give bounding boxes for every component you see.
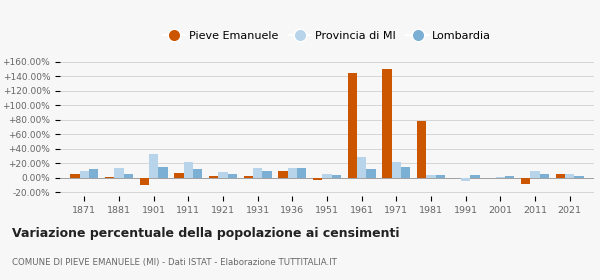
- Bar: [297, 169, 307, 178]
- Bar: [80, 171, 89, 178]
- Text: COMUNE DI PIEVE EMANUELE (MI) - Dati ISTAT - Elaborazione TUTTITALIA.IT: COMUNE DI PIEVE EMANUELE (MI) - Dati IST…: [12, 258, 337, 267]
- Bar: [417, 121, 427, 178]
- Bar: [184, 162, 193, 178]
- Bar: [540, 174, 549, 178]
- Bar: [105, 177, 114, 178]
- Bar: [436, 175, 445, 178]
- Bar: [347, 73, 357, 178]
- Bar: [392, 162, 401, 178]
- Bar: [149, 154, 158, 178]
- Bar: [114, 169, 124, 178]
- Bar: [174, 173, 184, 178]
- Bar: [556, 174, 565, 178]
- Bar: [70, 174, 80, 178]
- Legend: Pieve Emanuele, Provincia di MI, Lombardia: Pieve Emanuele, Provincia di MI, Lombard…: [158, 27, 496, 45]
- Bar: [496, 177, 505, 178]
- Bar: [124, 174, 133, 178]
- Bar: [332, 175, 341, 178]
- Bar: [193, 169, 202, 178]
- Bar: [427, 175, 436, 178]
- Bar: [367, 169, 376, 178]
- Bar: [505, 176, 514, 178]
- Bar: [227, 174, 237, 178]
- Bar: [218, 172, 227, 178]
- Bar: [470, 175, 480, 178]
- Bar: [530, 171, 540, 178]
- Bar: [382, 69, 392, 178]
- Bar: [565, 174, 574, 178]
- Bar: [521, 178, 530, 184]
- Bar: [89, 169, 98, 178]
- Bar: [287, 169, 297, 178]
- Bar: [322, 174, 332, 178]
- Text: Variazione percentuale della popolazione ai censimenti: Variazione percentuale della popolazione…: [12, 227, 400, 240]
- Bar: [244, 176, 253, 178]
- Bar: [140, 178, 149, 185]
- Bar: [357, 157, 367, 178]
- Bar: [313, 178, 322, 180]
- Bar: [262, 171, 272, 178]
- Bar: [253, 168, 262, 178]
- Bar: [158, 167, 167, 178]
- Bar: [401, 167, 410, 178]
- Bar: [461, 178, 470, 181]
- Bar: [209, 176, 218, 178]
- Bar: [574, 176, 584, 178]
- Bar: [278, 171, 287, 178]
